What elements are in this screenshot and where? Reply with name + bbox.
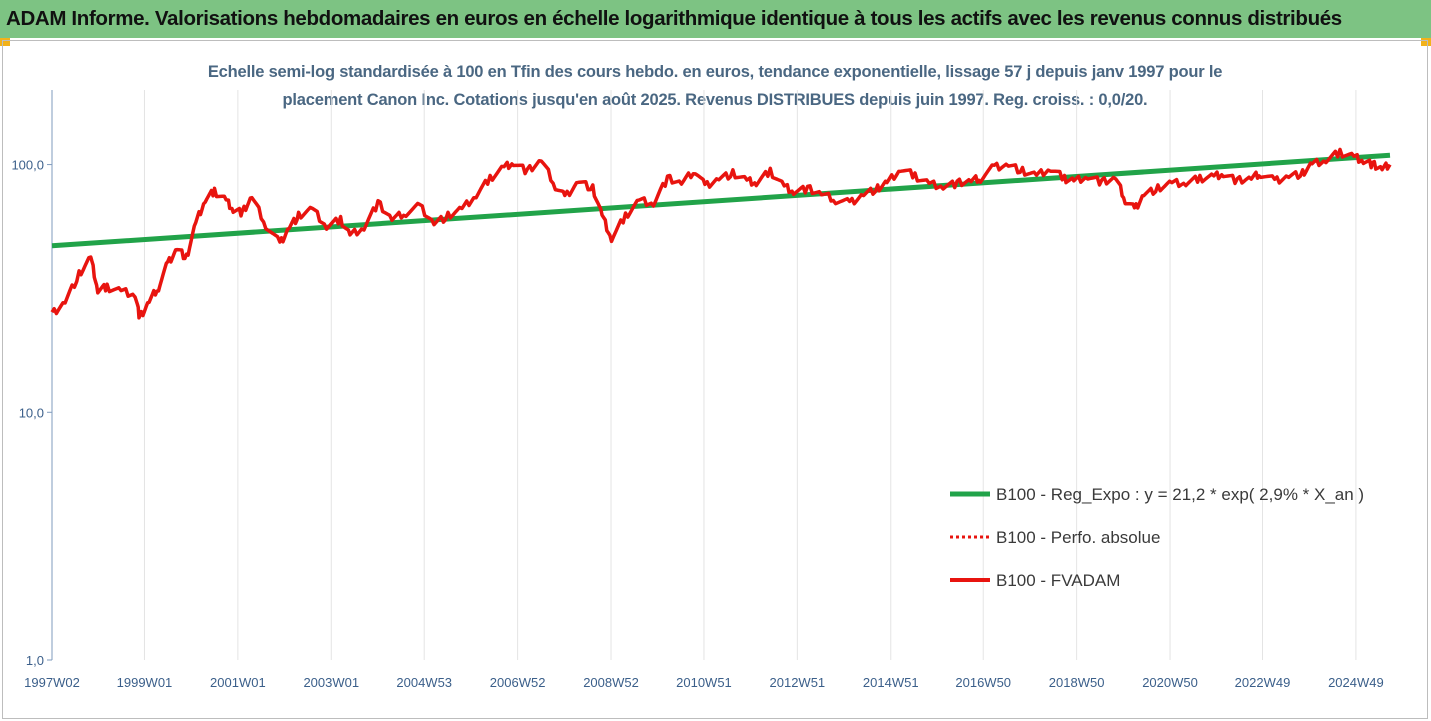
y-tick-label: 100,0 bbox=[11, 158, 44, 173]
legend-label: B100 - Perfo. absolue bbox=[996, 528, 1160, 547]
x-tick-label: 2020W50 bbox=[1142, 675, 1198, 690]
x-tick-label: 2001W01 bbox=[210, 675, 266, 690]
x-tick-label: 2024W49 bbox=[1328, 675, 1384, 690]
chart-frame bbox=[2, 40, 1428, 719]
x-tick-label: 2014W51 bbox=[863, 675, 919, 690]
header-bar: ADAM Informe. Valorisations hebdomadaire… bbox=[0, 0, 1431, 38]
x-tick-label: 2008W52 bbox=[583, 675, 639, 690]
corner-marker-right bbox=[1421, 38, 1431, 46]
x-tick-label: 1999W01 bbox=[117, 675, 173, 690]
x-tick-label: 2018W50 bbox=[1049, 675, 1105, 690]
corner-marker-left bbox=[0, 38, 10, 46]
trend-line bbox=[51, 152, 1391, 249]
x-tick-label: 1997W02 bbox=[24, 675, 80, 690]
x-tick-label: 2003W01 bbox=[303, 675, 359, 690]
x-tick-label: 2006W52 bbox=[490, 675, 546, 690]
y-tick-label: 1,0 bbox=[26, 653, 44, 668]
chart-title-line1: Echelle semi-log standardisée à 100 en T… bbox=[207, 63, 1223, 81]
x-tick-label: 2004W53 bbox=[396, 675, 452, 690]
x-tick-label: 2016W50 bbox=[955, 675, 1011, 690]
x-tick-label: 2012W51 bbox=[770, 675, 826, 690]
x-tick-label: 2022W49 bbox=[1235, 675, 1291, 690]
legend-label: B100 - FVADAM bbox=[996, 571, 1120, 590]
chart-title-line2: placement Canon Inc. Cotations jusqu'en … bbox=[282, 91, 1148, 109]
legend-label: B100 - Reg_Expo : y = 21,2 * exp( 2,9% *… bbox=[996, 485, 1364, 504]
y-tick-label: 10,0 bbox=[19, 405, 44, 420]
x-tick-label: 2010W51 bbox=[676, 675, 732, 690]
fvadam-line bbox=[50, 147, 1392, 320]
page-title: ADAM Informe. Valorisations hebdomadaire… bbox=[6, 7, 1342, 30]
